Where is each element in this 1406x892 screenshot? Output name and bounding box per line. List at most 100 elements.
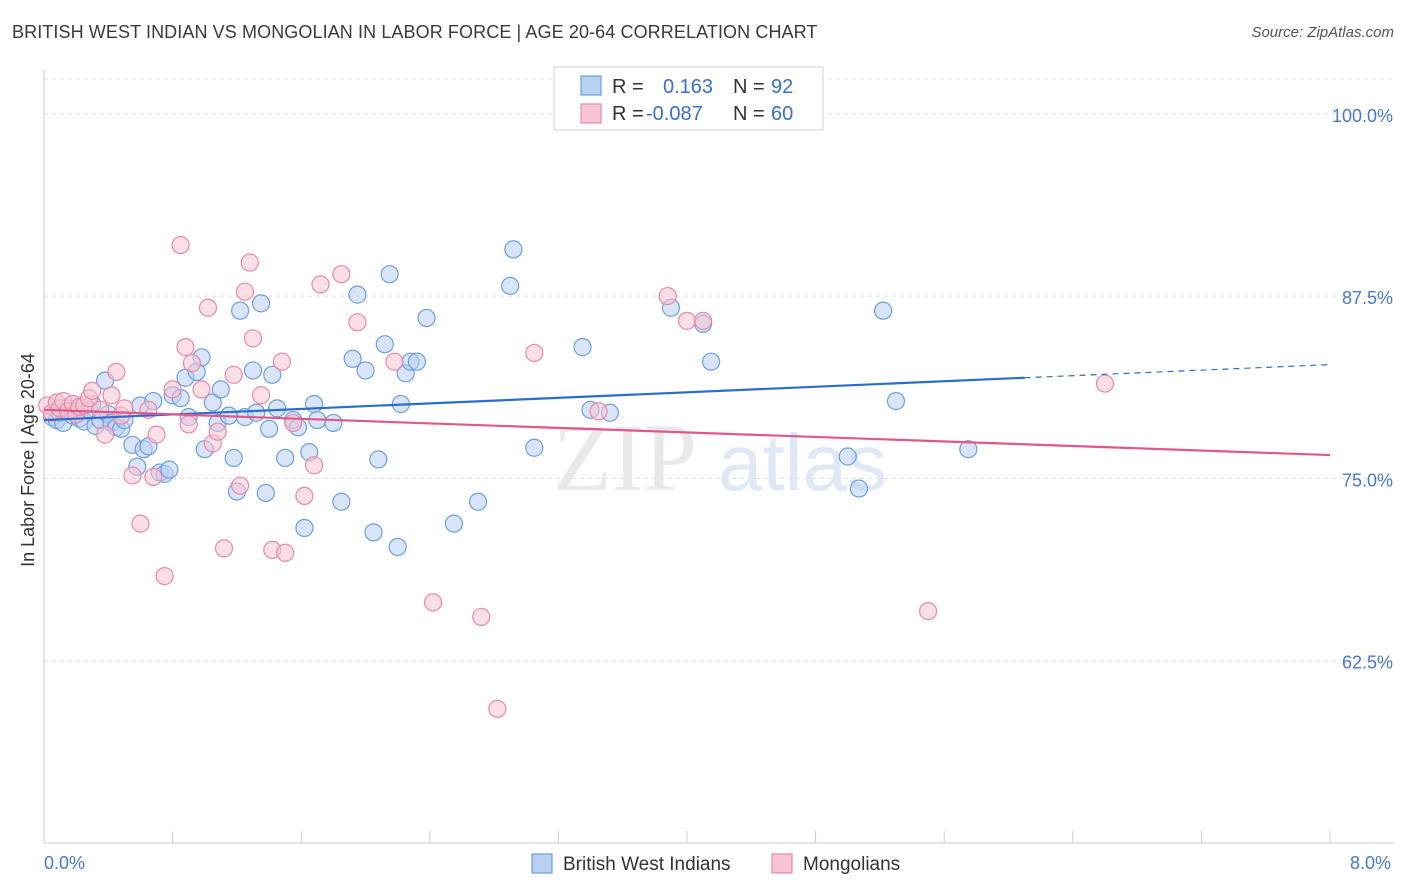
point-british-west-indian-72 [444,514,464,533]
point-british-west-indian-60 [348,285,367,304]
point-british-west-indian-71 [417,308,436,328]
trend-mongolians [43,408,1331,457]
bottom-legend-label-mongolians: Mongolians [803,854,900,875]
point-british-west-indian-83 [838,447,857,466]
trend-lines [43,364,1331,457]
legend-swatch-mongolians [580,103,602,124]
point-mongolian-38 [243,329,263,348]
y-tick-label-3: 62.5% [1342,653,1393,673]
legend-swatch-british-west-indians [580,75,602,96]
point-british-west-indian-65 [380,265,399,284]
point-british-west-indian-77 [573,338,592,357]
point-mongolian-33 [214,539,234,558]
point-british-west-indian-76 [525,438,544,457]
point-mongolian-44 [295,486,314,505]
legend-n-label-1: N = [733,76,765,98]
point-british-west-indian-87 [959,440,978,459]
point-british-west-indian-55 [304,394,324,414]
x-tick-label-max: 8.0% [1350,853,1391,873]
point-british-west-indian-39 [224,448,243,468]
point-british-west-indian-50 [276,448,295,468]
point-mongolian-32 [208,422,227,441]
point-mongolian-11 [83,381,102,400]
point-mongolian-41 [272,352,292,371]
point-british-west-indian-59 [343,349,362,368]
point-mongolian-28 [182,354,201,373]
point-mongolian-55 [658,286,677,306]
y-tick-label-1: 87.5% [1342,288,1393,308]
point-mongolian-46 [311,275,330,294]
y-tick-label-0: 100.0% [1332,106,1393,126]
series-legend: British West Indians Mongolians [531,853,900,875]
point-mongolian-36 [235,282,255,301]
point-mongolian-23 [155,566,174,586]
legend-r-value-1: 0.163 [663,76,713,98]
point-british-west-indian-61 [356,361,375,380]
point-british-west-indian-35 [203,393,222,412]
point-mongolian-56 [677,311,697,330]
point-british-west-indian-43 [243,361,263,380]
point-british-west-indian-75 [504,240,523,259]
point-mongolian-48 [348,313,367,332]
point-british-west-indian-84 [849,479,869,498]
point-mongolian-53 [525,343,544,363]
point-mongolian-57 [693,311,713,330]
point-british-west-indian-85 [874,301,893,320]
point-british-west-indian-58 [332,492,351,511]
legend-r-value-2: -0.087 [646,103,703,125]
y-tick-labels: 100.0% 87.5% 75.0% 62.5% [1332,106,1393,673]
trend-british-west-indians [43,376,1025,422]
point-mongolian-25 [171,235,190,255]
point-british-west-indian-47 [259,419,279,438]
point-mongolian-27 [179,415,198,434]
point-mongolian-13 [95,425,115,444]
point-british-west-indian-66 [388,537,407,557]
point-british-west-indian-57 [324,413,343,433]
point-british-west-indian-73 [468,492,488,511]
point-mongolian-18 [123,466,142,485]
point-mongolian-26 [176,338,195,357]
bottom-legend-swatch-mongolians [771,853,793,874]
point-mongolian-19 [131,514,150,533]
point-mongolian-22 [147,425,166,444]
point-british-west-indian-44 [247,403,266,422]
point-british-west-indian-48 [263,365,282,384]
point-british-west-indian-27 [160,460,179,479]
axes [43,70,1394,844]
point-british-west-indian-62 [364,523,383,542]
point-mongolian-51 [472,607,491,627]
watermark-zip: ZIP [553,404,697,511]
point-british-west-indian-45 [251,294,271,313]
bottom-legend-swatch-british-west-indians [531,853,553,874]
legend-r-label-2: R = [612,103,644,125]
legend-r-label-1: R = [612,76,644,98]
point-mongolian-34 [224,365,243,384]
point-british-west-indian-63 [369,450,388,469]
point-mongolian-59 [1095,374,1115,393]
trend-british-west-indians-extension [1024,364,1331,379]
y-tick-label-2: 75.0% [1342,470,1393,490]
bottom-legend-label-british-west-indians: British West Indians [563,854,731,875]
point-mongolian-54 [589,402,608,421]
point-mongolian-58 [919,601,938,621]
point-mongolian-43 [284,413,303,433]
point-mongolian-45 [304,456,324,475]
point-mongolian-49 [385,352,404,371]
point-mongolian-12 [91,400,110,419]
point-mongolian-52 [488,699,507,718]
point-british-west-indian-37 [211,380,230,399]
point-british-west-indian-46 [256,483,275,503]
point-british-west-indian-82 [702,352,721,371]
data-points [38,235,1115,718]
point-british-west-indian-64 [375,335,394,354]
point-british-west-indian-49 [267,399,287,418]
point-british-west-indian-53 [295,518,314,538]
watermark: ZIP atlas [553,404,887,511]
point-mongolian-21 [144,467,163,487]
point-mongolian-14 [102,386,121,405]
point-british-west-indian-74 [501,276,520,295]
point-mongolian-50 [423,593,443,612]
point-mongolian-24 [163,380,182,399]
stats-legend: R = 0.163 N = 92 R = -0.087 N = 60 [553,66,824,131]
